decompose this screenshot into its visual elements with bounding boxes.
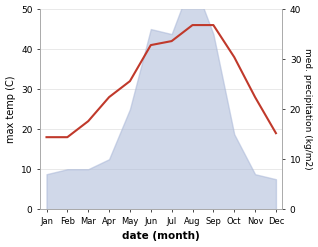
X-axis label: date (month): date (month) (122, 231, 200, 242)
Y-axis label: med. precipitation (kg/m2): med. precipitation (kg/m2) (303, 48, 313, 170)
Y-axis label: max temp (C): max temp (C) (5, 75, 16, 143)
